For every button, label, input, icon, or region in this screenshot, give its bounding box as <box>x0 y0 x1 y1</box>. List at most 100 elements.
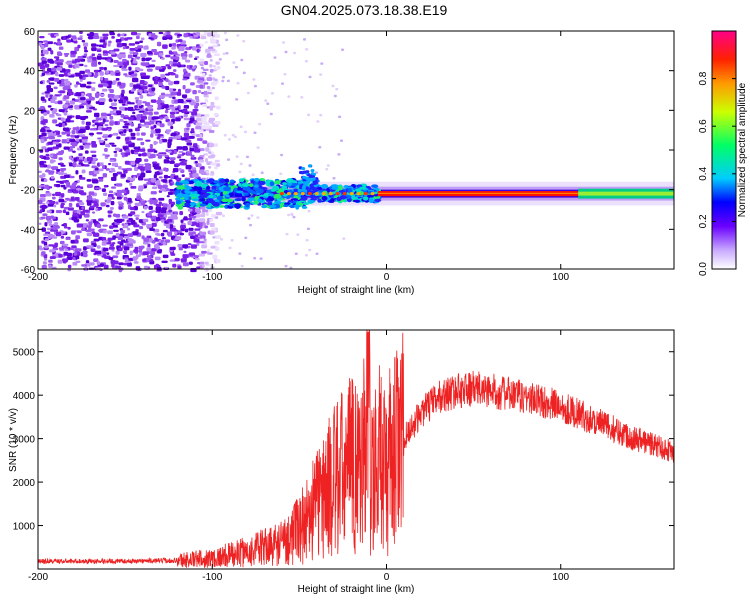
spectrogram-noise-cell <box>158 176 163 179</box>
spectrogram-signal-blob <box>345 194 352 199</box>
spectrogram-noise-cell <box>44 71 50 74</box>
spectrogram-noise-cell <box>151 186 158 190</box>
spectrogram-signal-blob <box>313 187 318 191</box>
spectrogram-noise-cell <box>111 169 116 173</box>
spectrogram-noise-cell <box>290 213 294 217</box>
spectrogram-noise-cell <box>281 82 285 85</box>
spectrogram-noise-cell <box>103 264 109 269</box>
snr-xtick-label: -100 <box>202 572 222 583</box>
spectrogram-noise-cell <box>183 33 189 38</box>
spectrogram-noise-cell <box>287 213 291 217</box>
spectrogram-noise-cell <box>88 221 93 226</box>
spectrogram-noise-cell <box>227 138 231 141</box>
spectrogram-noise-cell <box>183 117 190 121</box>
spectrogram-signal-blob <box>224 178 230 183</box>
spectrogram-noise-cell <box>134 246 139 250</box>
spectrogram-signal-blob <box>186 190 192 194</box>
spectrogram-noise-cell <box>203 90 208 96</box>
spectrogram-noise-cell <box>77 44 81 49</box>
spectrogram-noise-cell <box>113 64 120 68</box>
spectrogram-noise-cell <box>178 247 183 251</box>
spectrogram-signal-blob <box>247 189 254 194</box>
spectrogram-noise-cell <box>207 53 211 58</box>
spectrogram-noise-cell <box>201 211 206 216</box>
spectrogram-noise-cell <box>187 221 193 226</box>
spectrogram-noise-cell <box>81 136 89 140</box>
spectrogram-noise-cell <box>109 159 115 162</box>
spectrogram-noise-cell <box>133 224 140 228</box>
spectrogram-noise-cell <box>74 189 79 194</box>
spectrogram-noise-cell <box>103 42 107 47</box>
spectrogram-signal-blob <box>178 184 183 190</box>
spectrogram-noise-cell <box>100 202 106 207</box>
spectrogram-noise-cell <box>233 135 237 139</box>
spectrogram-noise-cell <box>104 138 108 141</box>
spectrogram-noise-cell <box>63 104 69 108</box>
spectrogram-noise-cell <box>168 209 173 213</box>
spectrogram-noise-cell <box>243 130 247 134</box>
spectrogram-noise-cell <box>195 46 202 49</box>
spectrogram-noise-cell <box>70 141 77 146</box>
spectrogram-noise-cell <box>307 210 311 213</box>
spectrogram-noise-cell <box>258 122 262 126</box>
spectrogram-noise-cell <box>136 173 141 177</box>
spectrogram-noise-cell <box>57 51 62 56</box>
spectrogram-noise-cell <box>209 230 215 235</box>
spectrogram-noise-cell <box>174 135 181 139</box>
spectrogram-noise-cell <box>209 68 214 73</box>
spectrogram-noise-cell <box>198 169 205 174</box>
spectrogram-noise-cell <box>64 248 69 251</box>
spectrogram-noise-cell <box>107 134 112 138</box>
spectrogram-noise-cell <box>162 241 167 246</box>
spectrogram-noise-cell <box>124 223 129 226</box>
spectrogram-noise-cell <box>212 64 216 68</box>
spectrogram-noise-cell <box>50 50 54 55</box>
spectrogram-noise-cell <box>102 33 109 37</box>
spectrogram-noise-cell <box>146 68 153 72</box>
spectrogram-noise-cell <box>168 198 173 204</box>
spectrogram-signal-blob <box>208 194 214 199</box>
spectrogram-noise-cell <box>133 152 139 155</box>
spectrogram-noise-cell <box>169 246 176 251</box>
spectrogram-noise-cell <box>107 237 113 241</box>
snr-xtick-label: 0 <box>384 572 390 583</box>
spectrogram-xlabel: Height of straight line (km) <box>298 285 415 296</box>
spectrogram-noise-cell <box>203 82 209 85</box>
spectrogram-signal-blob <box>294 204 301 208</box>
spectrogram-noise-cell <box>42 40 48 43</box>
spectrogram-noise-cell <box>122 215 129 219</box>
spectrogram-noise-cell <box>74 84 78 88</box>
spectrogram-signal-blob <box>254 195 259 201</box>
spectrogram-noise-cell <box>181 146 186 149</box>
spectrogram-signal-peak <box>328 192 333 196</box>
spectrogram-noise-cell <box>117 235 123 241</box>
spectrogram-noise-cell <box>123 196 128 201</box>
spectrogram-noise-cell <box>91 165 97 169</box>
spectrogram-noise-cell <box>118 262 124 266</box>
spectrogram-noise-cell <box>100 112 107 117</box>
spectrogram-noise-cell <box>201 250 207 254</box>
colorbar-tick-label: 0.4 <box>698 166 709 180</box>
spectrogram-noise-cell <box>47 58 53 63</box>
spectrogram-noise-cell <box>165 34 172 38</box>
spectrogram-noise-cell <box>191 221 197 226</box>
spectrogram-noise-cell <box>81 40 86 43</box>
spectrogram-noise-cell <box>199 84 204 89</box>
spectrogram-noise-cell <box>126 243 134 247</box>
spectrogram-noise-cell <box>120 34 125 37</box>
spectrogram-noise-cell <box>97 137 102 140</box>
spectrogram-noise-cell <box>308 248 312 252</box>
spectrogram-signal-peak <box>363 192 368 196</box>
spectrogram-noise-cell <box>181 152 186 156</box>
spectrogram-noise-cell <box>209 107 214 111</box>
spectrogram-signal-blob <box>229 192 234 197</box>
spectrogram-noise-cell <box>144 158 149 162</box>
spectrogram-signal-blob <box>336 196 342 202</box>
spectrogram-noise-cell <box>102 53 109 56</box>
spectrogram-noise-cell <box>128 102 135 105</box>
snr-xlabel: Height of straight line (km) <box>298 584 415 595</box>
spectrogram-noise-cell <box>166 195 170 198</box>
spectrogram-noise-cell <box>215 211 223 216</box>
spectrogram-noise-cell <box>294 252 298 255</box>
spectrogram-noise-cell <box>74 63 80 69</box>
